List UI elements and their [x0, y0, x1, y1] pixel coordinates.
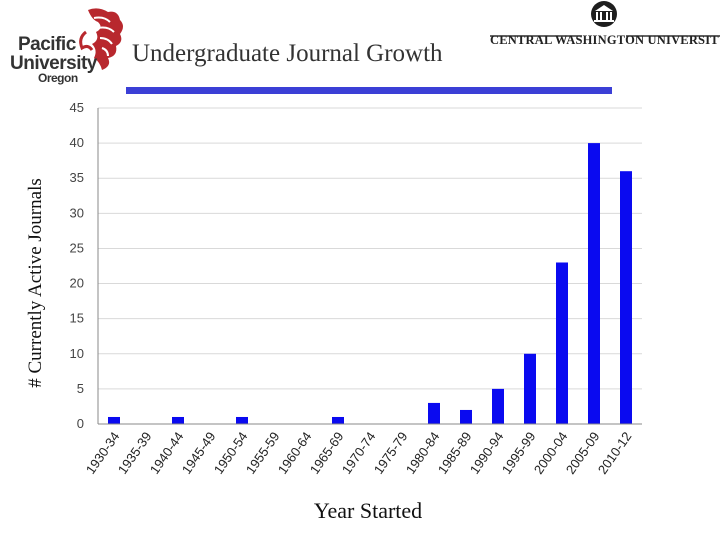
bar [524, 353, 536, 424]
y-tick-label: 15 [70, 311, 84, 326]
axes [97, 108, 642, 425]
x-axis-title: Year Started [313, 498, 423, 523]
y-tick-label: 35 [70, 170, 84, 185]
boxer-mascot-icon [79, 8, 123, 70]
bar [236, 416, 248, 424]
slide-title: Undergraduate Journal Growth [132, 40, 443, 67]
bar [332, 416, 344, 424]
y-tick-label: 10 [70, 346, 84, 361]
y-tick-label: 25 [70, 240, 84, 255]
x-tick-labels: 1930-341935-391940-441945-491950-541955-… [83, 429, 635, 477]
y-tick-labels: 0 5 10 15 20 25 30 35 40 45 [70, 100, 84, 431]
logo-text-oregon: Oregon [38, 71, 78, 85]
bar [428, 402, 440, 424]
pacific-university-logo: Pacific University Oregon [8, 4, 128, 86]
cwu-logo-text: CENTRAL WASHINGTON UNIVERSITY [490, 33, 720, 47]
cwu-logo: CENTRAL WASHINGTON UNIVERSITY [490, 0, 720, 60]
bars [108, 143, 632, 424]
title-rule [126, 87, 612, 94]
y-tick-label: 20 [70, 276, 84, 291]
x-tick-label: 2010-12 [595, 429, 635, 477]
bar [492, 388, 504, 424]
y-tick-label: 45 [70, 100, 84, 115]
bar [556, 262, 568, 424]
y-axis-title: # Currently Active Journals [25, 178, 46, 388]
bar [172, 416, 184, 424]
bar [620, 171, 632, 424]
bar [460, 409, 472, 424]
y-tick-label: 40 [70, 135, 84, 150]
y-tick-label: 0 [77, 416, 84, 431]
university-building-icon [490, 1, 720, 37]
logo-text-university: University [10, 53, 97, 74]
bar [588, 143, 600, 424]
bar [108, 416, 120, 424]
y-tick-label: 30 [70, 205, 84, 220]
logo-text-pacific: Pacific [18, 34, 76, 55]
y-tick-label: 5 [77, 381, 84, 396]
